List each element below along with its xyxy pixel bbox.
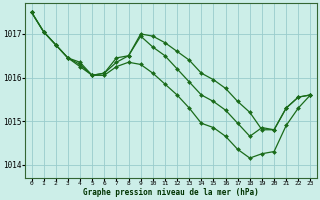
- X-axis label: Graphe pression niveau de la mer (hPa): Graphe pression niveau de la mer (hPa): [83, 188, 259, 197]
